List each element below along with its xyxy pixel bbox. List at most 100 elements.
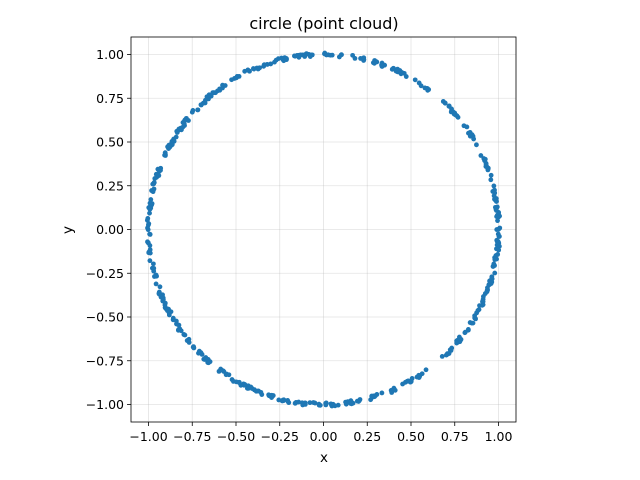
data-point	[185, 338, 191, 343]
y-tick-label: 1.00	[96, 47, 124, 62]
data-point	[354, 398, 360, 404]
data-point	[208, 93, 214, 99]
data-point	[165, 308, 171, 314]
data-point	[485, 165, 491, 171]
data-point	[496, 247, 502, 253]
data-point	[497, 243, 502, 249]
data-point	[495, 218, 500, 224]
data-point	[470, 320, 476, 326]
data-point	[147, 258, 153, 264]
data-point	[173, 134, 179, 140]
data-point	[300, 402, 306, 408]
data-point	[248, 384, 254, 390]
data-point	[475, 308, 481, 313]
data-point	[474, 142, 479, 148]
data-point	[488, 177, 494, 183]
data-point	[147, 210, 152, 216]
data-point	[279, 55, 284, 61]
data-point	[416, 80, 422, 86]
data-point	[311, 400, 316, 405]
data-point	[492, 270, 498, 276]
data-point	[147, 247, 153, 253]
data-point	[157, 284, 163, 290]
data-point	[480, 298, 486, 304]
data-point	[179, 127, 184, 133]
data-point	[477, 303, 482, 309]
data-point	[471, 136, 477, 142]
data-point	[236, 74, 242, 79]
data-point	[224, 371, 230, 377]
data-point	[151, 181, 157, 187]
data-point	[145, 225, 150, 231]
data-point	[492, 190, 498, 196]
data-point	[423, 367, 429, 373]
data-point	[336, 54, 342, 60]
data-point	[389, 390, 395, 395]
y-tick-label: 0.75	[96, 91, 124, 106]
data-point	[493, 253, 499, 258]
data-point	[190, 344, 196, 350]
data-point	[348, 398, 354, 404]
data-point	[439, 354, 445, 359]
data-point	[284, 56, 289, 61]
data-point	[450, 109, 456, 115]
data-point	[494, 198, 499, 204]
data-point	[292, 53, 298, 59]
y-tick-label: 0.50	[96, 135, 124, 150]
data-point	[150, 189, 156, 195]
data-point	[266, 392, 272, 398]
data-point	[152, 176, 158, 181]
data-point	[229, 377, 235, 382]
data-point	[206, 360, 211, 366]
data-point	[307, 54, 313, 59]
data-point	[399, 70, 405, 75]
data-point	[497, 234, 502, 239]
data-point	[268, 61, 274, 67]
data-point	[485, 285, 490, 291]
data-point	[494, 214, 500, 219]
data-point	[395, 66, 400, 72]
y-axis-label: y	[60, 226, 76, 234]
data-point	[222, 83, 228, 88]
data-point	[217, 86, 223, 92]
data-point	[153, 281, 159, 287]
x-tick-label: 1.00	[485, 429, 513, 444]
data-point	[174, 130, 180, 135]
data-point	[151, 268, 157, 274]
data-point	[199, 351, 205, 357]
y-tick-label: −0.50	[86, 310, 124, 325]
x-tick-label: 0.50	[397, 429, 425, 444]
data-point	[156, 291, 162, 297]
data-point	[147, 243, 153, 248]
plot-background	[131, 37, 516, 422]
data-point	[379, 63, 385, 69]
y-axis-ticks: −1.00 −0.75 −0.50 −0.25 0.00 0.25 0.50 0.75 1.00	[86, 47, 131, 412]
data-point	[162, 152, 167, 158]
data-point	[190, 108, 196, 113]
data-point	[170, 317, 176, 323]
data-point	[426, 87, 432, 92]
data-point	[153, 272, 159, 278]
data-point	[343, 401, 349, 407]
data-point	[473, 316, 478, 322]
data-point	[323, 400, 329, 406]
x-tick-label: 0.75	[441, 429, 469, 444]
data-point	[256, 65, 262, 71]
data-point	[442, 100, 448, 106]
data-point	[261, 62, 267, 68]
data-point	[160, 295, 166, 301]
x-tick-label: −0.50	[217, 429, 255, 444]
data-point	[316, 401, 322, 407]
data-point	[302, 54, 308, 59]
x-axis-label: x	[320, 450, 328, 466]
data-point	[406, 378, 412, 384]
data-point	[361, 57, 367, 63]
data-point	[229, 77, 234, 83]
data-point	[350, 52, 356, 58]
data-point	[492, 263, 497, 268]
data-point	[182, 332, 188, 338]
data-point	[482, 156, 488, 162]
x-tick-label: −0.75	[173, 429, 211, 444]
data-point	[443, 352, 449, 358]
data-point	[255, 388, 261, 394]
